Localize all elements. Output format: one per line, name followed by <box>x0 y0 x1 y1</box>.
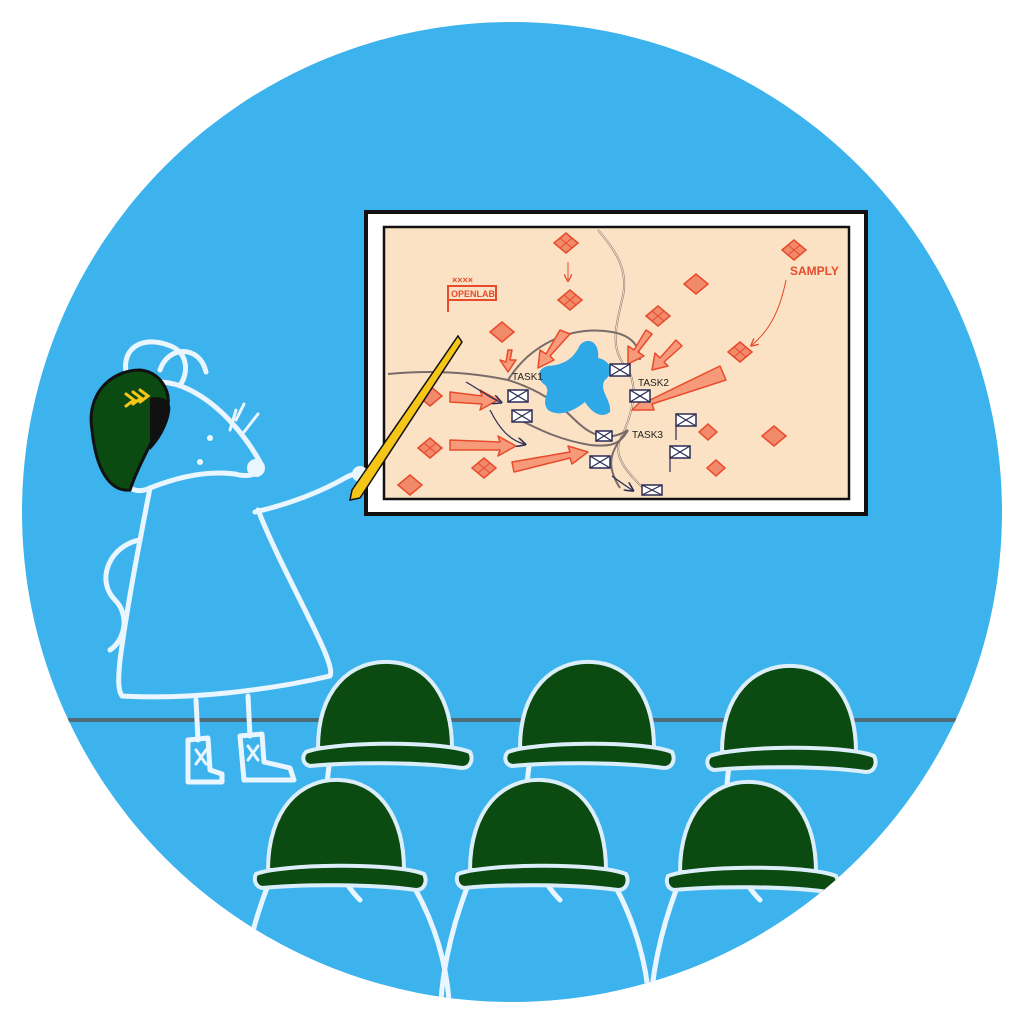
soldier-helmet-icon <box>301 659 474 903</box>
task-label-2: TASK2 <box>638 378 669 389</box>
enemy-units <box>396 232 808 496</box>
rank-chevrons-icon <box>124 388 151 408</box>
openlab-flag: OPENLAB ×××× <box>447 275 497 312</box>
soldier-helmet-icon <box>503 659 676 903</box>
soldier-helmet-icon <box>705 663 878 903</box>
task-label-1: TASK1 <box>512 372 543 383</box>
map-lake <box>538 340 611 415</box>
mouse-officer-figure <box>89 339 368 785</box>
task-label-3: TASK3 <box>632 430 663 441</box>
pointer-stick <box>349 334 463 501</box>
flag-label: OPENLAB <box>451 289 496 299</box>
flag-marks: ×××× <box>452 275 473 285</box>
friendly-units <box>465 363 697 496</box>
enemy-arrows <box>449 262 787 473</box>
audience-back-row <box>301 659 878 903</box>
soldier-helmet-icon <box>237 777 453 1002</box>
map-board: OPENLAB ×××× SAMPLY TASK1 TASK2 TASK3 <box>364 210 868 516</box>
soldier-helmet-icon <box>437 777 653 1002</box>
enemy-label: SAMPLY <box>790 264 839 278</box>
